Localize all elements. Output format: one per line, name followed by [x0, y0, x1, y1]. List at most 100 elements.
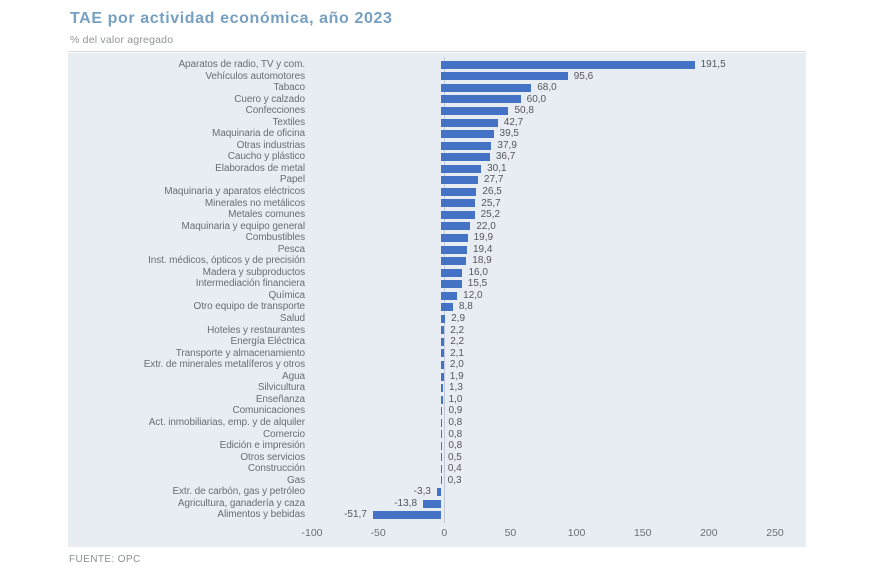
bar-row: Tabaco 68,0: [68, 82, 806, 94]
bar-row: Aparatos de radio, TV y com. 191,5: [68, 59, 806, 71]
bar-row: Vehículos automotores 95,6: [68, 71, 806, 83]
bar: [441, 441, 443, 450]
category-label: Papel: [279, 174, 305, 186]
value-label: 12,0: [463, 289, 483, 301]
bar-track: 1,0: [308, 394, 804, 406]
category-label: Tabaco: [273, 82, 305, 94]
bar: [441, 372, 444, 381]
category-label: Comunicaciones: [232, 405, 305, 417]
bar: [441, 153, 490, 162]
bar-row: Edición e impresión 0,8: [68, 440, 806, 452]
chart-title: TAE por actividad económica, año 2023: [70, 10, 393, 27]
category-label: Enseñanza: [255, 393, 305, 405]
bar: [441, 291, 458, 300]
category-label: Pesca: [277, 243, 305, 255]
bar-track: 0,8: [308, 417, 804, 429]
bar-row: Combustibles 19,9: [68, 232, 806, 244]
bar-track: 1,3: [308, 382, 804, 394]
value-label: 37,9: [497, 139, 517, 151]
category-label: Otras industrias: [236, 139, 306, 151]
bar: [441, 314, 446, 323]
bar-track: 60,0: [308, 94, 804, 106]
category-label: Agua: [282, 370, 305, 382]
bar: [441, 164, 482, 173]
zero-gridline: [444, 57, 446, 523]
bar-track: 22,0: [308, 221, 804, 233]
bar-row: Maquinaria y aparatos eléctricos 26,5: [68, 186, 806, 198]
bar-row: Textiles 42,7: [68, 117, 806, 129]
bar-row: Confecciones 50,8: [68, 105, 806, 117]
bar-row: Alimentos y bebidas -51,7: [68, 509, 806, 521]
bar-row: Maquinaria de oficina 39,5: [68, 128, 806, 140]
category-label: Cuero y calzado: [234, 93, 305, 105]
bar-track: 15,5: [308, 278, 804, 290]
category-label: Inst. médicos, ópticos y de precisión: [148, 255, 305, 267]
bar: [441, 395, 443, 404]
x-axis-tick-label: -100: [301, 527, 323, 539]
bar-track: 0,8: [308, 440, 804, 452]
value-label: 0,8: [448, 428, 463, 440]
bar-track: 18,9: [308, 255, 804, 267]
bar: [441, 326, 445, 335]
value-label: 60,0: [526, 93, 547, 105]
bar: [441, 234, 468, 242]
bar: [441, 187, 477, 196]
bar-row: Energía Eléctrica 2,2: [68, 336, 806, 348]
category-label: Elaborados de metal: [215, 162, 305, 174]
category-label: Comercio: [263, 428, 305, 440]
value-label: 19,4: [472, 243, 493, 255]
value-label: 36,7: [495, 151, 516, 163]
bar-row: Caucho y plástico 36,7: [68, 151, 806, 163]
category-label: Salud: [279, 313, 305, 325]
bar-row: Comunicaciones 0,9: [68, 405, 806, 417]
category-label: Alimentos y bebidas: [217, 509, 305, 521]
bar: [436, 488, 442, 497]
bar-track: 12,0: [308, 290, 804, 302]
category-label: Edición e impresión: [219, 440, 305, 452]
category-label: Química: [268, 289, 305, 301]
bar-row: Intermediación financiera 15,5: [68, 278, 806, 290]
category-label: Act. inmobiliarias, emp. y de alquiler: [148, 416, 305, 428]
value-label: 2,9: [451, 313, 466, 325]
value-label: 25,2: [480, 209, 501, 221]
bar-track: 68,0: [308, 82, 804, 94]
value-label: 16,0: [468, 266, 488, 278]
bar-row: Pesca 19,4: [68, 244, 806, 256]
bar: [441, 118, 498, 127]
value-label: 30,1: [487, 162, 507, 174]
bar-row: Otros servicios 0,5: [68, 452, 806, 464]
bar: [441, 141, 492, 150]
value-label: 26,5: [482, 186, 502, 198]
bar-row: Comercio 0,8: [68, 429, 806, 441]
value-label: -51,7: [344, 509, 367, 521]
value-label: 0,3: [447, 474, 462, 486]
category-label: Combustibles: [245, 232, 305, 244]
bar: [441, 384, 443, 393]
bar-row: Agricultura, ganadería y caza -13,8: [68, 498, 806, 510]
bar: [441, 60, 695, 69]
category-label: Intermediación financiera: [195, 278, 305, 290]
bar: [441, 337, 445, 346]
value-label: 68,0: [537, 82, 557, 94]
value-label: 22,0: [476, 220, 496, 232]
bar-track: 95,6: [308, 71, 804, 83]
bar-track: 0,9: [308, 405, 804, 417]
x-axis-tick-label: 200: [700, 527, 718, 539]
bar-track: 39,5: [308, 128, 804, 140]
value-label: 15,5: [467, 278, 488, 290]
bar: [441, 106, 509, 115]
category-label: Maquinaria y aparatos eléctricos: [164, 186, 305, 198]
bar-track: 27,7: [308, 174, 804, 186]
category-label: Caucho y plástico: [227, 151, 305, 163]
chart-subtitle: % del valor agregado: [70, 34, 174, 46]
bar-row: Cuero y calzado 60,0: [68, 94, 806, 106]
value-label: 95,6: [573, 70, 594, 82]
header-divider: [68, 51, 806, 52]
x-axis-tick-label: -50: [370, 527, 386, 539]
x-axis-tick-label: 0: [441, 527, 448, 539]
bar: [441, 72, 568, 81]
bar-row: Otro equipo de transporte 8,8: [68, 301, 806, 313]
category-label: Transporte y almacenamiento: [175, 347, 305, 359]
bar: [441, 453, 442, 462]
